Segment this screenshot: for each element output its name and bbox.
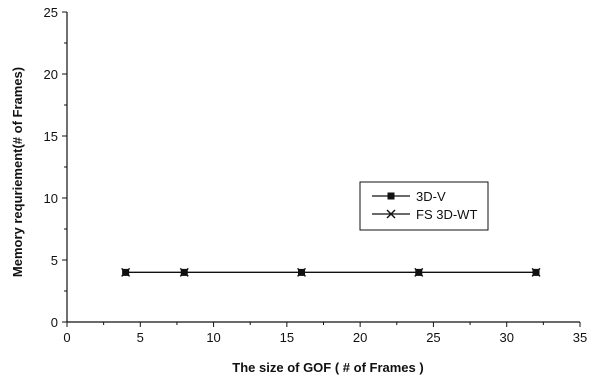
y-tick-label: 10 xyxy=(44,191,58,206)
ticks: 0 5 10 15 20 25 30 35 0 5 10 15 20 25 xyxy=(44,5,588,345)
x-tick-label: 25 xyxy=(426,330,440,345)
legend-marker xyxy=(386,209,396,219)
axes xyxy=(66,12,580,323)
marker-stroke xyxy=(297,267,307,277)
y-tick-label: 5 xyxy=(51,253,58,268)
y-axis-label: Memory requriement(# of Frames) xyxy=(10,67,25,277)
marker-stroke xyxy=(386,209,396,219)
legend-label: FS 3D-WT xyxy=(416,207,477,222)
series-layer xyxy=(121,267,541,277)
data-point xyxy=(531,267,541,277)
y-tick-label: 25 xyxy=(44,5,58,20)
data-point xyxy=(179,267,189,277)
x-tick-label: 0 xyxy=(63,330,70,345)
legend-label: 3D-V xyxy=(416,189,446,204)
data-point xyxy=(121,267,131,277)
y-tick-label: 0 xyxy=(51,315,58,330)
x-tick-label: 10 xyxy=(206,330,220,345)
marker-stroke xyxy=(179,267,189,277)
legend-marker xyxy=(387,192,395,200)
x-tick-label: 15 xyxy=(280,330,294,345)
series-2 xyxy=(121,267,541,277)
y-tick-label: 20 xyxy=(44,67,58,82)
x-tick-label: 30 xyxy=(499,330,513,345)
marker-stroke xyxy=(121,267,131,277)
x-tick-label: 20 xyxy=(353,330,367,345)
marker-stroke xyxy=(531,267,541,277)
x-tick-label: 35 xyxy=(573,330,587,345)
data-point xyxy=(414,267,424,277)
x-tick-label: 5 xyxy=(137,330,144,345)
legend: 3D-V FS 3D-WT xyxy=(359,181,489,231)
x-axis-label: The size of GOF ( # of Frames ) xyxy=(232,360,423,375)
y-tick-label: 15 xyxy=(44,129,58,144)
marker-stroke xyxy=(414,267,424,277)
legend-box xyxy=(359,181,489,231)
data-point xyxy=(297,267,307,277)
legend-item: 3D-V xyxy=(372,189,446,204)
legend-item: FS 3D-WT xyxy=(372,207,477,222)
